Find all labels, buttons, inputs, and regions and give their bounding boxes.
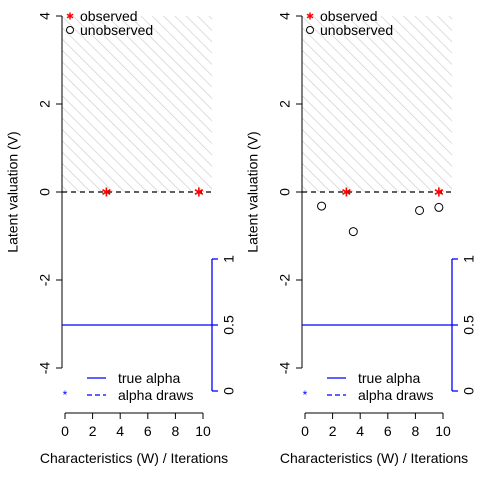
legend-true-alpha-label: true alpha xyxy=(358,370,420,386)
point-unobserved xyxy=(348,227,358,237)
point-unobserved xyxy=(434,202,444,212)
x-tick-label: 8 xyxy=(172,423,180,439)
y-axis-label: Latent valuation (V) xyxy=(5,131,21,252)
asterisk-stroke xyxy=(194,189,204,195)
legend-observed-marker xyxy=(306,12,314,20)
legend-unobserved-marker xyxy=(66,26,74,34)
legend-alpha-draws-label: alpha draws xyxy=(358,387,434,403)
point-observed xyxy=(194,187,204,197)
legend-observed-label: observed xyxy=(320,8,378,24)
shaded-region xyxy=(62,16,212,192)
y-tick-label: -4 xyxy=(37,362,53,375)
x-tick-label: 10 xyxy=(195,423,211,439)
right-axis-tick-label: 0.5 xyxy=(221,315,237,335)
x-axis-label: Characteristics (W) / Iterations xyxy=(40,450,228,466)
legend-alpha-draws-marker: * xyxy=(63,388,68,402)
asterisk-stroke xyxy=(102,189,111,195)
y-tick-label: 4 xyxy=(37,12,53,20)
right-axis-tick-label: 0 xyxy=(221,387,237,395)
x-tick-label: 10 xyxy=(435,423,451,439)
x-tick-label: 4 xyxy=(116,423,124,439)
x-tick-label: 8 xyxy=(412,423,420,439)
legend-unobserved-label: unobserved xyxy=(320,22,393,38)
legend-unobserved-label: unobserved xyxy=(80,22,153,38)
y-tick-label: -2 xyxy=(37,274,53,287)
legend-alpha-draws-label: alpha draws xyxy=(118,387,194,403)
shaded-region xyxy=(302,16,452,192)
y-tick-label: 2 xyxy=(37,100,53,108)
point-unobserved xyxy=(415,205,425,215)
asterisk-stroke xyxy=(306,13,314,19)
x-tick-label: 2 xyxy=(89,423,97,439)
point-observed xyxy=(342,187,351,197)
right-axis-tick-label: 1 xyxy=(221,255,237,263)
point-unobserved xyxy=(317,201,327,211)
asterisk-stroke xyxy=(66,13,74,19)
y-axis-label: Latent valuation (V) xyxy=(245,131,261,252)
x-tick-label: 0 xyxy=(301,423,309,439)
y-tick-label: 0 xyxy=(277,188,293,196)
x-tick-label: 2 xyxy=(329,423,337,439)
y-tick-label: -4 xyxy=(277,362,293,375)
y-tick-label: 2 xyxy=(277,100,293,108)
y-tick-label: -2 xyxy=(277,274,293,287)
asterisk-stroke xyxy=(434,189,444,195)
y-tick-label: 4 xyxy=(277,12,293,20)
x-tick-label: 4 xyxy=(356,423,364,439)
right-axis-tick-label: 0 xyxy=(461,387,477,395)
legend-unobserved-marker xyxy=(306,26,314,34)
legend-observed-marker xyxy=(66,12,74,20)
legend-alpha-draws-marker: * xyxy=(303,388,308,402)
y-tick-label: 0 xyxy=(37,188,53,196)
legend-observed-label: observed xyxy=(80,8,138,24)
asterisk-stroke xyxy=(342,189,351,195)
x-axis-label: Characteristics (W) / Iterations xyxy=(280,450,468,466)
legend-true-alpha-label: true alpha xyxy=(118,370,180,386)
x-tick-label: 0 xyxy=(61,423,69,439)
point-observed xyxy=(434,187,444,197)
right-axis-tick-label: 1 xyxy=(461,255,477,263)
x-tick-label: 6 xyxy=(384,423,392,439)
point-observed xyxy=(102,187,111,197)
right-axis-tick-label: 0.5 xyxy=(461,315,477,335)
x-tick-label: 6 xyxy=(144,423,152,439)
